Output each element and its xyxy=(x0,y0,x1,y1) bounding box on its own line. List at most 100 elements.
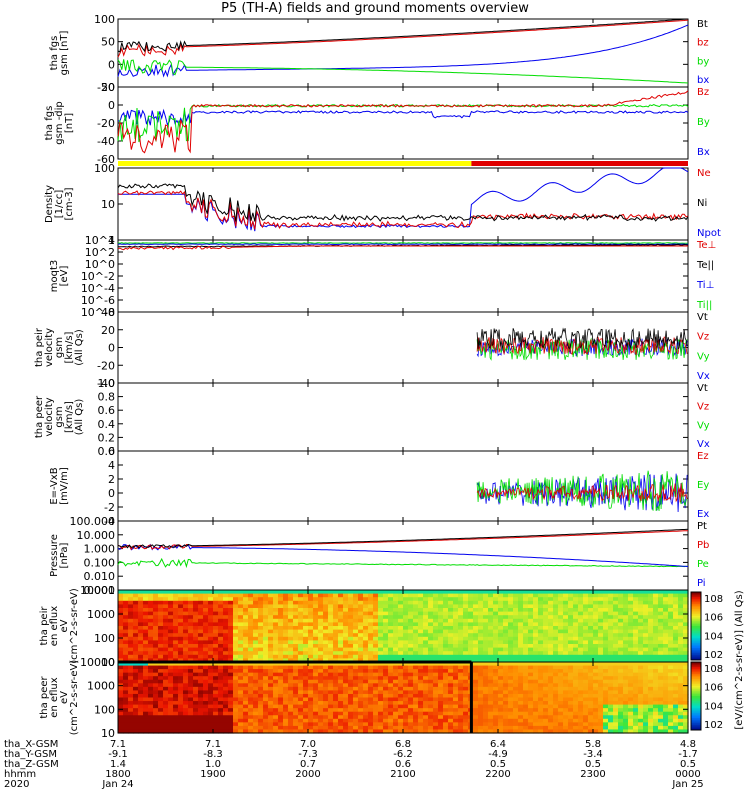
spectrogram-cell xyxy=(218,654,224,659)
spectrogram-cell xyxy=(418,615,424,620)
y-axis-label: moqt3 xyxy=(49,260,60,293)
spectrogram-cell xyxy=(283,593,289,598)
spectrogram-cell xyxy=(253,622,259,627)
spectrogram-cell xyxy=(503,593,509,598)
spectrogram-cell xyxy=(228,711,234,716)
spectrogram-cell xyxy=(408,590,414,595)
spectrogram-cell xyxy=(123,701,129,706)
spectrogram-cell xyxy=(603,618,609,623)
spectrogram-cell xyxy=(618,593,624,598)
spectrogram-cell xyxy=(278,651,284,656)
spectrogram-cell xyxy=(488,604,494,609)
spectrogram-cell xyxy=(168,708,174,713)
spectrogram-cell xyxy=(418,729,424,734)
spectrogram-cell xyxy=(603,640,609,645)
spectrogram-cell xyxy=(173,672,179,677)
spectrogram-cell xyxy=(248,633,254,638)
spectrogram-cell xyxy=(248,647,254,652)
spectrogram-cell xyxy=(498,651,504,656)
spectrogram-cell xyxy=(183,654,189,659)
spectrogram-cell xyxy=(138,704,144,709)
spectrogram-cell xyxy=(598,662,604,667)
y-axis-label: tha peir xyxy=(39,606,50,646)
spectrogram-cell xyxy=(548,672,554,677)
spectrogram-cell xyxy=(163,629,169,634)
spectrogram-cell xyxy=(338,629,344,634)
spectrogram-cell xyxy=(183,704,189,709)
spectrogram-cell xyxy=(443,672,449,677)
spectrogram-cell xyxy=(508,633,514,638)
spectrogram-cell xyxy=(368,718,374,723)
spectrogram-cell xyxy=(478,715,484,720)
spectrogram-cell xyxy=(573,658,579,663)
spectrogram-cell xyxy=(558,704,564,709)
spectrogram-cell xyxy=(668,669,674,674)
spectrogram-cell xyxy=(288,590,294,595)
spectrogram-cell xyxy=(213,708,219,713)
spectrogram-cell xyxy=(663,669,669,674)
spectrogram-cell xyxy=(578,701,584,706)
spectrogram-cell xyxy=(128,718,134,723)
spectrogram-cell xyxy=(523,593,529,598)
spectrogram-cell xyxy=(173,651,179,656)
spectrogram-cell xyxy=(583,647,589,652)
spectrogram-cell xyxy=(653,622,659,627)
spectrogram-cell xyxy=(218,611,224,616)
spectrogram-cell xyxy=(193,708,199,713)
panel-frame xyxy=(117,86,689,160)
spectrogram-cell xyxy=(168,683,174,688)
spectrogram-cell xyxy=(323,597,329,602)
spectrogram-cell xyxy=(268,611,274,616)
spectrogram-cell xyxy=(228,593,234,598)
spectrogram-cell xyxy=(163,608,169,613)
spectrogram-cell xyxy=(258,715,264,720)
spectrogram-cell xyxy=(223,615,229,620)
spectrogram-cell xyxy=(333,704,339,709)
spectrogram-cell xyxy=(683,633,689,638)
spectrogram-cell xyxy=(498,597,504,602)
spectrogram-cell xyxy=(478,701,484,706)
spectrogram-cell xyxy=(173,626,179,631)
spectrogram-cell xyxy=(178,669,184,674)
spectrogram-cell xyxy=(683,593,689,598)
spectrogram-cell xyxy=(543,629,549,634)
spectrogram-cell xyxy=(653,611,659,616)
spectrogram-cell xyxy=(348,690,354,695)
spectrogram-cell xyxy=(248,704,254,709)
spectrogram-cell xyxy=(598,669,604,674)
spectrogram-cell xyxy=(463,729,469,734)
spectrogram-cell xyxy=(293,715,299,720)
spectrogram-cell xyxy=(298,725,304,731)
spectrogram-cell xyxy=(318,725,324,731)
spectrogram-cell xyxy=(293,676,299,681)
spectrogram-cell xyxy=(448,693,454,699)
spectrogram-cell xyxy=(538,686,544,691)
spectrogram-cell xyxy=(423,590,429,595)
spectrogram-cell xyxy=(203,622,209,627)
spectrogram-cell xyxy=(168,669,174,674)
spectrogram-cell xyxy=(458,715,464,720)
spectrogram-cell xyxy=(148,722,154,727)
spectrogram-cell xyxy=(588,676,594,681)
spectrogram-cell xyxy=(558,662,564,667)
spectrogram-cell xyxy=(218,676,224,681)
spectrogram-cell xyxy=(598,629,604,634)
spectrogram-cell xyxy=(323,693,329,699)
spectrogram-cell xyxy=(368,676,374,681)
spectrogram-cell xyxy=(488,665,494,670)
spectrogram-cell xyxy=(163,636,169,641)
spectrogram-cell xyxy=(253,618,259,623)
legend-bx: bx xyxy=(697,75,709,86)
spectrogram-cell xyxy=(118,626,124,631)
spectrogram-cell xyxy=(228,640,234,645)
spectrogram-cell xyxy=(268,622,274,627)
spectrogram-cell xyxy=(213,676,219,681)
spectrogram-cell xyxy=(578,697,584,702)
spectrogram-cell xyxy=(408,722,414,727)
spectrogram-cell xyxy=(313,669,319,674)
spectrogram-cell xyxy=(538,711,544,716)
spectrogram-cell xyxy=(223,633,229,638)
spectrogram-cell xyxy=(378,644,384,649)
spectrogram-cell xyxy=(438,633,444,638)
spectrogram-cell xyxy=(213,697,219,702)
